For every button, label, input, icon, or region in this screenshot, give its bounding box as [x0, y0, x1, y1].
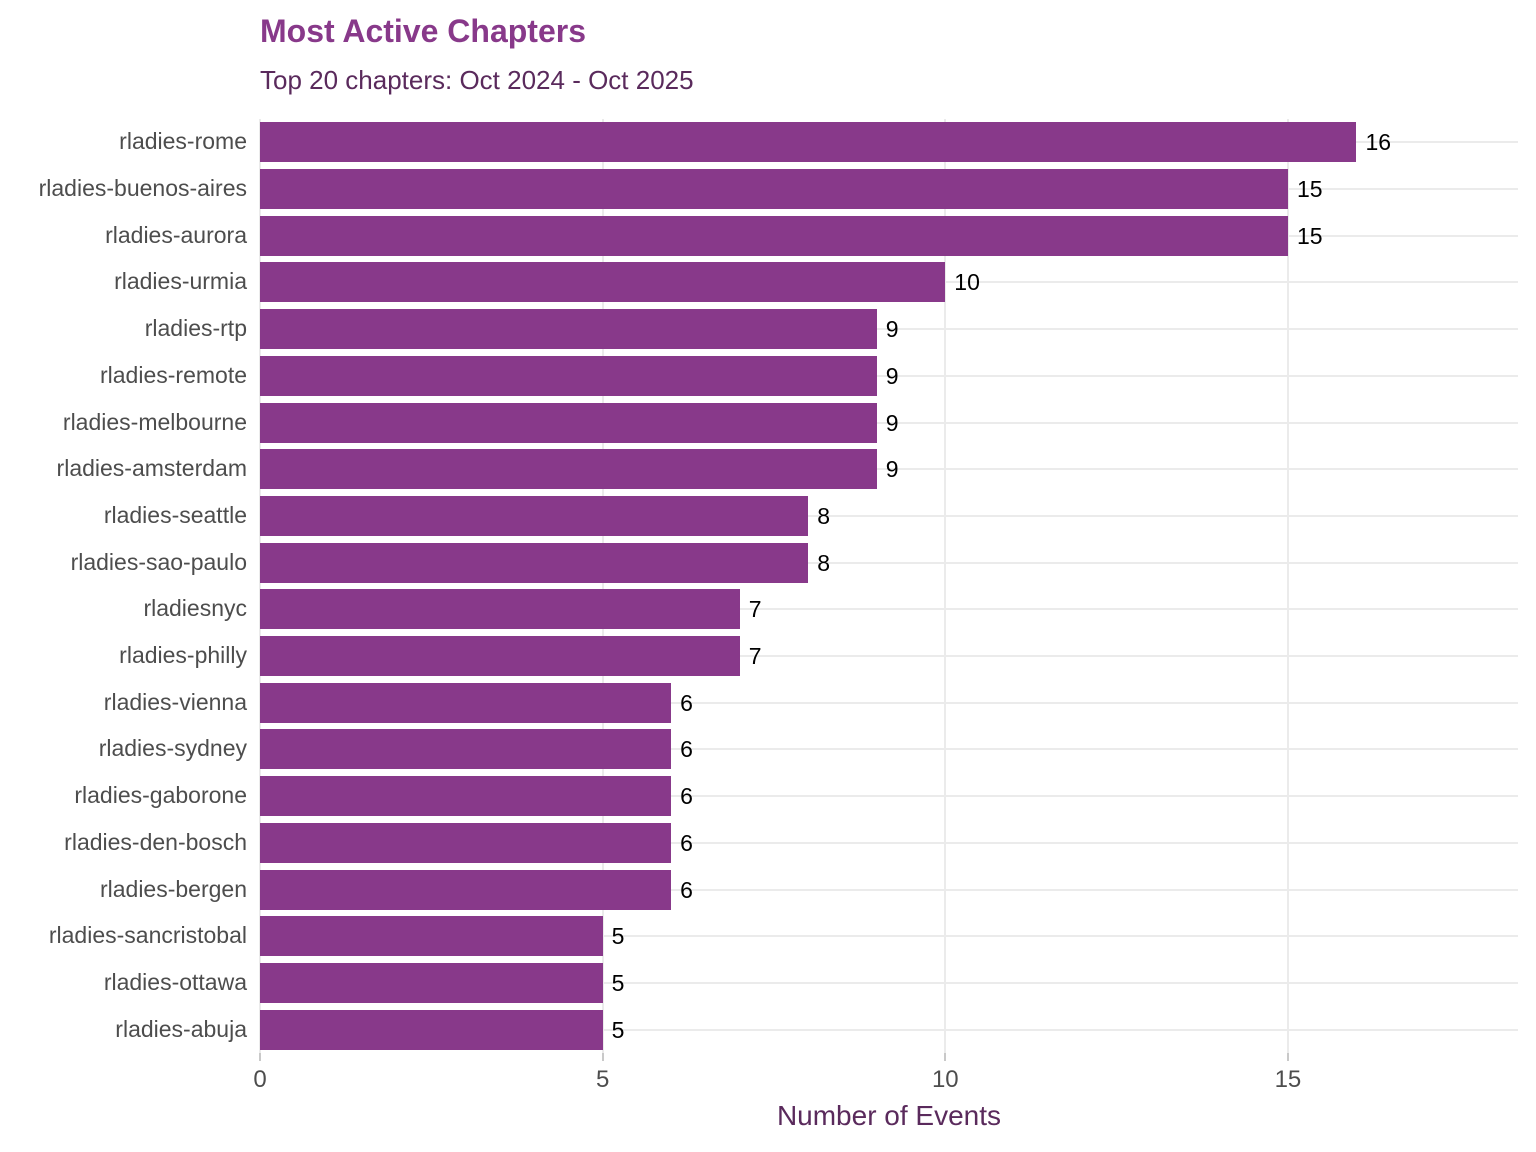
x-tick-label: 15 [1274, 1066, 1302, 1093]
gridline-y [260, 748, 1518, 751]
bar [260, 682, 672, 723]
bar [260, 309, 877, 350]
x-tick-mark [944, 1053, 947, 1061]
x-tick-label: 0 [253, 1066, 267, 1093]
y-axis-label: rladies-sydney [98, 735, 247, 762]
y-axis-label: rladies-den-bosch [64, 828, 247, 855]
y-axis-label: rladies-rome [119, 128, 247, 155]
bar [260, 729, 672, 770]
y-axis-label: rladies-vienna [103, 688, 247, 715]
gridline-y [260, 514, 1518, 517]
x-tick-mark [601, 1053, 604, 1061]
bar-value-label: 6 [680, 783, 693, 810]
y-axis-label: rladies-seattle [103, 501, 247, 528]
bar-value-label: 9 [885, 316, 899, 343]
bar-value-label: 7 [748, 596, 762, 623]
bar-value-label: 5 [611, 969, 625, 996]
y-axis-label: rladies-melbourne [62, 408, 247, 435]
y-axis-label: rladies-buenos-aires [38, 175, 247, 202]
y-axis-label: rladies-rtp [144, 315, 247, 342]
y-axis-label: rladies-bergen [99, 875, 247, 902]
bar-value-label: 9 [885, 409, 899, 436]
y-axis-label: rladies-aurora [105, 221, 247, 248]
bar [260, 169, 1288, 210]
y-axis-label: rladiesnyc [143, 595, 247, 622]
bar-value-label: 8 [817, 502, 831, 529]
gridline-y [260, 981, 1518, 984]
y-axis-label: rladies-remote [100, 361, 247, 388]
gridline-y [260, 888, 1518, 891]
y-axis-label: rladies-amsterdam [56, 455, 247, 482]
bar-value-label: 6 [680, 736, 693, 763]
y-axis-label: rladies-ottawa [103, 968, 247, 995]
bar [260, 449, 877, 490]
gridline-y [260, 421, 1518, 424]
bar-value-label: 15 [1296, 222, 1323, 249]
bar [260, 636, 740, 677]
x-tick-label: 10 [931, 1066, 959, 1093]
y-axis-label: rladies-sancristobal [48, 922, 247, 949]
y-axis-label: rladies-abuja [115, 1015, 247, 1042]
bar [260, 962, 603, 1003]
chart-title: Most Active Chapters [260, 13, 586, 49]
gridline-y [260, 655, 1518, 658]
gridline-y [260, 374, 1518, 377]
bar-value-label: 6 [680, 876, 693, 903]
bar [260, 495, 809, 536]
bar [260, 1009, 603, 1050]
gridline-y [260, 561, 1518, 564]
bar-value-label: 9 [885, 456, 899, 483]
bar [260, 869, 672, 910]
gridline-x [601, 119, 604, 1053]
bar [260, 122, 1357, 163]
gridline-y [260, 795, 1518, 798]
bar-value-label: 16 [1365, 129, 1392, 156]
bar [260, 402, 877, 443]
x-tick-mark [259, 1053, 261, 1061]
x-tick-mark [1286, 1053, 1289, 1061]
bar [260, 542, 809, 583]
gridline-x [944, 119, 947, 1053]
bar [260, 822, 672, 863]
x-axis-title: Number of Events [776, 1100, 1002, 1131]
gridline-y [260, 328, 1518, 331]
bar-value-label: 15 [1296, 176, 1323, 203]
bar-value-label: 10 [954, 269, 980, 296]
gridline-y [260, 701, 1518, 704]
gridline-y [260, 608, 1518, 611]
gridline-y [260, 1028, 1518, 1031]
gridline-y [260, 468, 1518, 471]
bar [260, 589, 740, 630]
bar-value-label: 5 [611, 923, 625, 950]
bar-value-label: 5 [611, 1016, 625, 1043]
y-axis-label: rladies-philly [119, 642, 247, 669]
bar-value-label: 6 [680, 689, 693, 716]
bar-value-label: 7 [748, 643, 762, 670]
bar [260, 776, 672, 817]
bar-value-label: 8 [817, 549, 831, 576]
bar [260, 215, 1288, 256]
bar [260, 916, 603, 957]
gridline-y [260, 935, 1518, 938]
bar [260, 262, 946, 303]
bar-value-label: 6 [680, 829, 693, 856]
y-axis-label: rladies-urmia [114, 268, 247, 295]
y-axis-label: rladies-sao-paulo [70, 548, 247, 575]
x-tick-label: 5 [595, 1066, 610, 1093]
chart-subtitle: Top 20 chapters: Oct 2024 - Oct 2025 [260, 65, 694, 95]
y-axis-label: rladies-gaborone [74, 782, 247, 809]
gridline-y [260, 841, 1518, 844]
gridline-x [259, 119, 261, 1053]
bar-value-label: 9 [885, 362, 899, 389]
gridline-x [1286, 119, 1289, 1053]
bar [260, 355, 877, 396]
